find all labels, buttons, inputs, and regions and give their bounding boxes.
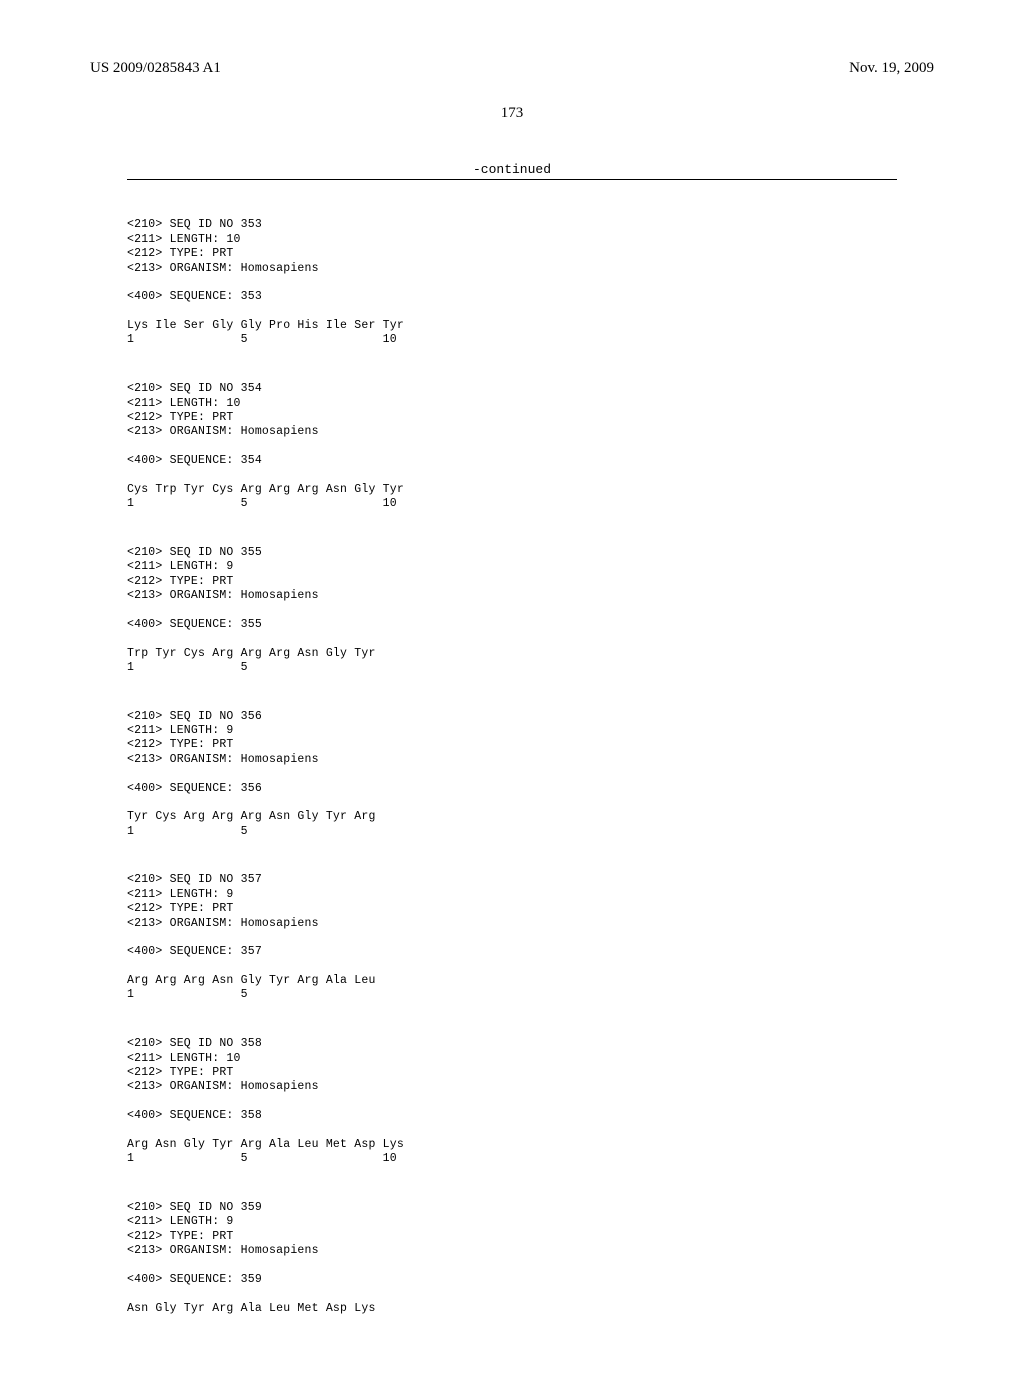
continued-section: -continued [127, 162, 897, 180]
separator-line [127, 179, 897, 180]
publication-date: Nov. 19, 2009 [849, 60, 934, 77]
sequence-block: <210> SEQ ID NO 354 <211> LENGTH: 10 <21… [127, 368, 897, 512]
page-number: 173 [90, 105, 934, 122]
sequence-block: <210> SEQ ID NO 353 <211> LENGTH: 10 <21… [127, 204, 897, 348]
sequence-block: <210> SEQ ID NO 356 <211> LENGTH: 9 <212… [127, 695, 897, 839]
sequence-block: <210> SEQ ID NO 358 <211> LENGTH: 10 <21… [127, 1023, 897, 1167]
page-header: US 2009/0285843 A1 Nov. 19, 2009 [90, 60, 934, 77]
publication-number: US 2009/0285843 A1 [90, 60, 221, 77]
sequence-listing: <210> SEQ ID NO 353 <211> LENGTH: 10 <21… [127, 204, 897, 1316]
sequence-block: <210> SEQ ID NO 355 <211> LENGTH: 9 <212… [127, 532, 897, 676]
page-container: US 2009/0285843 A1 Nov. 19, 2009 173 -co… [0, 0, 1024, 1376]
sequence-block: <210> SEQ ID NO 357 <211> LENGTH: 9 <212… [127, 859, 897, 1003]
continued-label: -continued [127, 162, 897, 177]
sequence-block: <210> SEQ ID NO 359 <211> LENGTH: 9 <212… [127, 1187, 897, 1316]
